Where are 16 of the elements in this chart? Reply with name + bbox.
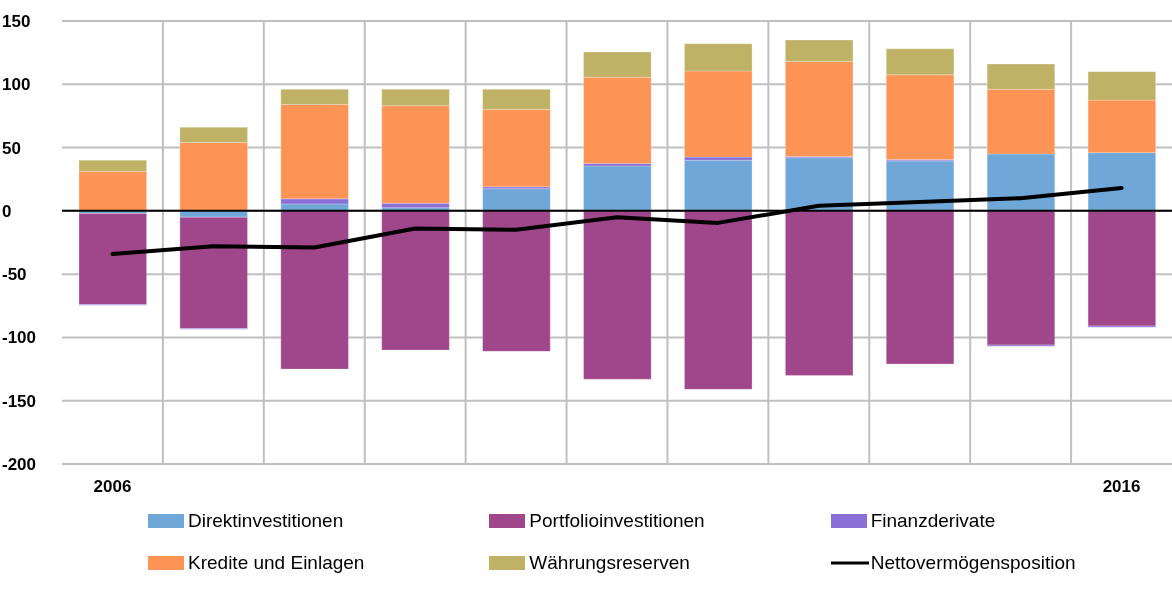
y-tick-label: -100 [2, 328, 37, 348]
y-tick-label: -200 [2, 455, 37, 475]
x-tick-label: 2006 [93, 477, 132, 497]
legend-label: Direktinvestitionen [188, 510, 344, 532]
legend-label: Kredite und Einlagen [188, 552, 365, 574]
y-tick-label: -50 [2, 265, 27, 285]
y-tick-label: 100 [2, 75, 31, 95]
y-tick-label: 50 [2, 138, 21, 158]
y-tick-label: 150 [2, 12, 31, 32]
legend-label: Finanzderivate [870, 510, 996, 532]
legend-label: Nettovermögensposition [870, 552, 1076, 574]
y-tick-label: -150 [2, 391, 37, 411]
x-tick-label: 2016 [1102, 477, 1141, 497]
y-tick-label: 0 [2, 201, 12, 221]
legend-label: Portfolioinvestitionen [529, 510, 705, 532]
legend-label: Währungsreserven [529, 552, 690, 574]
